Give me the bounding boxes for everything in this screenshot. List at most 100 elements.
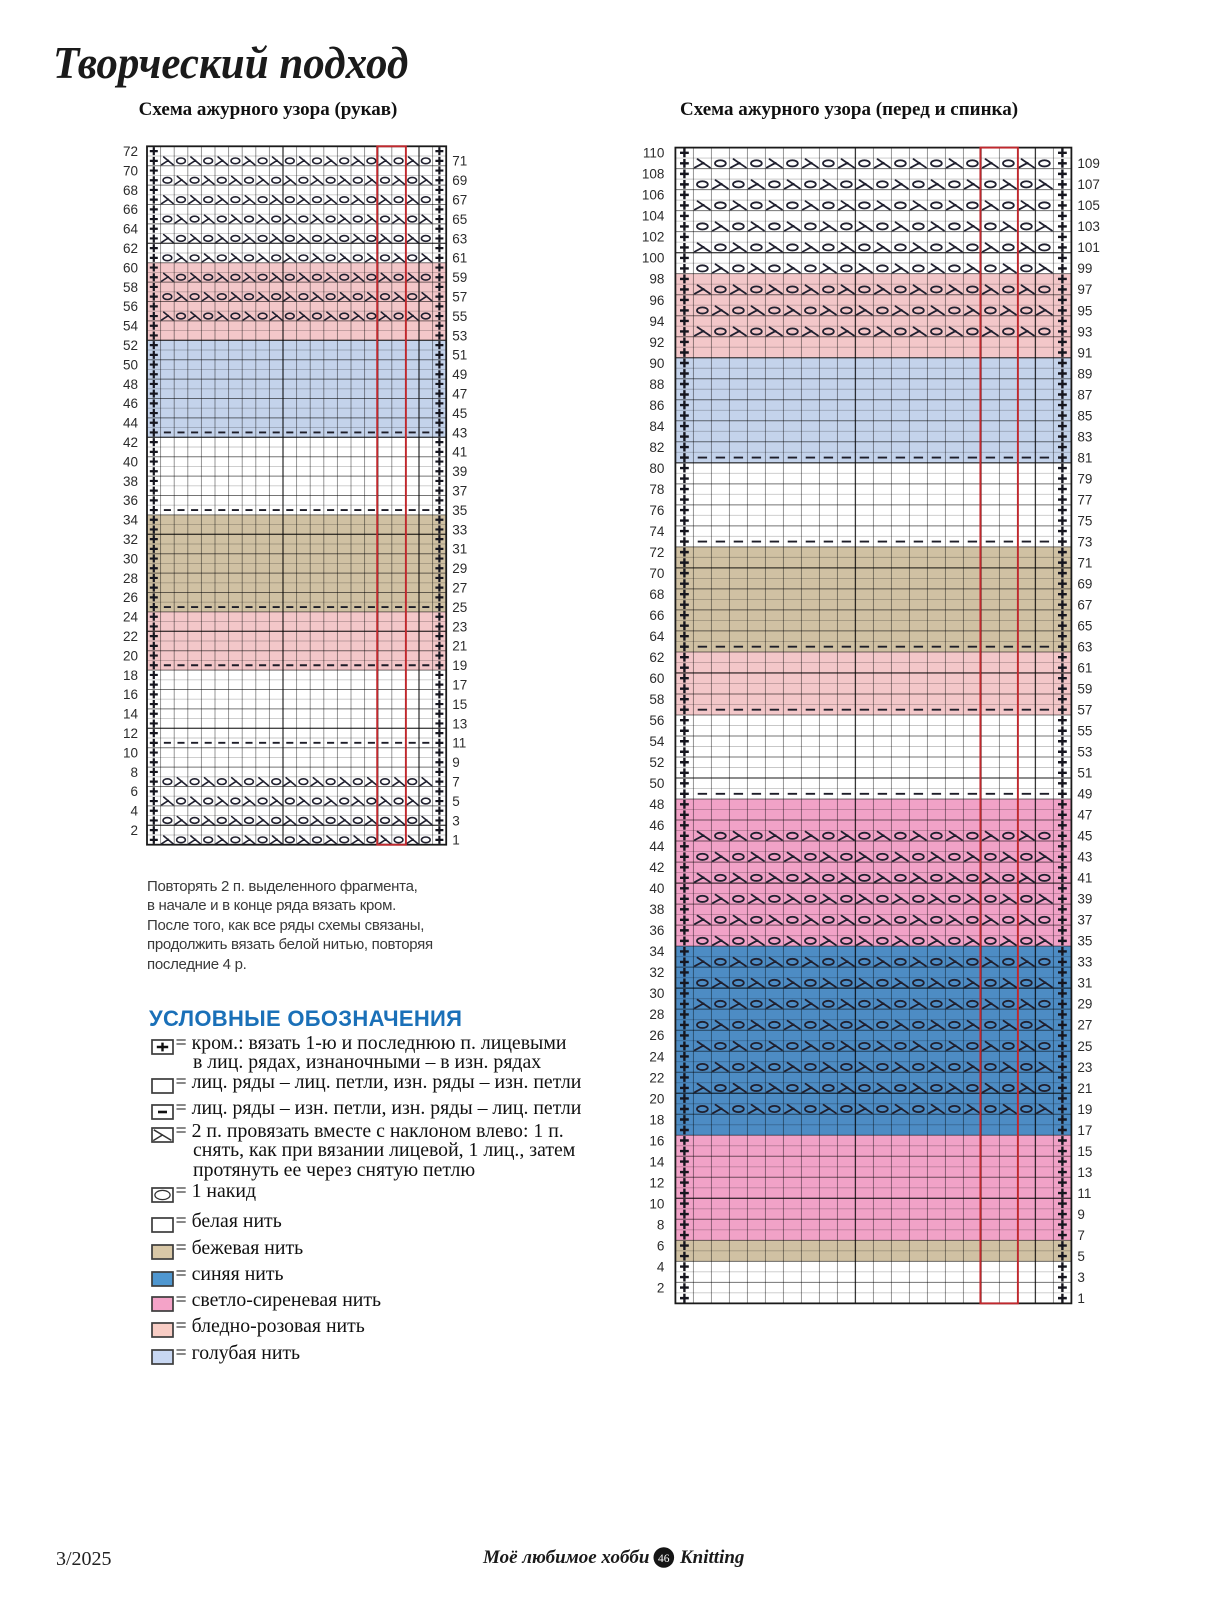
svg-text:70: 70 xyxy=(123,163,138,178)
svg-text:29: 29 xyxy=(452,561,467,576)
svg-text:60: 60 xyxy=(123,260,138,275)
svg-text:8: 8 xyxy=(130,765,138,780)
svg-text:59: 59 xyxy=(1077,682,1092,697)
svg-text:46: 46 xyxy=(658,1553,670,1565)
svg-text:65: 65 xyxy=(1077,618,1092,633)
svg-text:31: 31 xyxy=(1077,976,1092,991)
svg-text:22: 22 xyxy=(123,629,138,644)
svg-text:5: 5 xyxy=(452,794,460,809)
svg-text:13: 13 xyxy=(452,716,467,731)
svg-text:51: 51 xyxy=(1077,766,1092,781)
svg-text:50: 50 xyxy=(649,776,664,791)
svg-text:77: 77 xyxy=(1077,492,1092,507)
svg-text:36: 36 xyxy=(649,923,664,938)
svg-text:64: 64 xyxy=(123,222,139,237)
svg-text:101: 101 xyxy=(1077,240,1100,255)
svg-text:67: 67 xyxy=(452,192,467,207)
svg-text:21: 21 xyxy=(1077,1081,1092,1096)
svg-text:35: 35 xyxy=(1077,934,1092,949)
svg-text:47: 47 xyxy=(1077,808,1092,823)
svg-text:43: 43 xyxy=(452,425,467,440)
svg-text:97: 97 xyxy=(1077,282,1092,297)
svg-text:4: 4 xyxy=(657,1259,665,1274)
svg-text:21: 21 xyxy=(452,639,467,654)
svg-text:23: 23 xyxy=(1077,1060,1092,1075)
svg-text:36: 36 xyxy=(123,493,138,508)
svg-text:31: 31 xyxy=(452,542,467,557)
svg-text:45: 45 xyxy=(452,406,467,421)
svg-text:20: 20 xyxy=(649,1091,664,1106)
svg-text:2: 2 xyxy=(130,823,138,838)
svg-text:44: 44 xyxy=(123,416,139,431)
svg-text:22: 22 xyxy=(649,1070,664,1085)
svg-text:17: 17 xyxy=(1077,1123,1092,1138)
svg-text:34: 34 xyxy=(123,513,139,528)
svg-text:65: 65 xyxy=(452,212,467,227)
svg-text:54: 54 xyxy=(649,734,665,749)
svg-text:41: 41 xyxy=(452,445,467,460)
svg-text:23: 23 xyxy=(452,619,467,634)
svg-text:82: 82 xyxy=(649,440,664,455)
svg-text:98: 98 xyxy=(649,272,664,287)
svg-text:38: 38 xyxy=(123,474,138,489)
svg-text:37: 37 xyxy=(1077,913,1092,928)
svg-text:94: 94 xyxy=(649,314,665,329)
svg-text:107: 107 xyxy=(1077,177,1100,192)
svg-text:3: 3 xyxy=(452,813,460,828)
svg-text:52: 52 xyxy=(649,755,664,770)
svg-text:102: 102 xyxy=(642,230,665,245)
svg-text:7: 7 xyxy=(1077,1228,1085,1243)
svg-text:92: 92 xyxy=(649,335,664,350)
svg-text:44: 44 xyxy=(649,839,665,854)
svg-text:25: 25 xyxy=(1077,1039,1092,1054)
svg-text:75: 75 xyxy=(1077,513,1092,528)
svg-text:18: 18 xyxy=(123,668,138,683)
svg-text:76: 76 xyxy=(649,503,664,518)
svg-text:56: 56 xyxy=(649,713,664,728)
svg-text:64: 64 xyxy=(649,629,665,644)
svg-text:1: 1 xyxy=(1077,1291,1085,1306)
svg-text:72: 72 xyxy=(649,545,664,560)
svg-text:16: 16 xyxy=(649,1133,664,1148)
svg-text:62: 62 xyxy=(649,650,664,665)
svg-text:47: 47 xyxy=(452,386,467,401)
svg-text:10: 10 xyxy=(649,1196,664,1211)
svg-text:5: 5 xyxy=(1077,1249,1085,1264)
svg-text:33: 33 xyxy=(452,522,467,537)
svg-text:72: 72 xyxy=(123,144,138,159)
svg-text:46: 46 xyxy=(649,818,664,833)
svg-text:35: 35 xyxy=(452,503,467,518)
svg-text:2: 2 xyxy=(657,1280,665,1295)
svg-text:53: 53 xyxy=(1077,745,1092,760)
svg-text:29: 29 xyxy=(1077,997,1092,1012)
svg-text:27: 27 xyxy=(1077,1018,1092,1033)
svg-text:71: 71 xyxy=(452,154,467,169)
svg-text:79: 79 xyxy=(1077,471,1092,486)
svg-text:80: 80 xyxy=(649,461,664,476)
svg-text:14: 14 xyxy=(123,707,139,722)
svg-text:55: 55 xyxy=(1077,724,1092,739)
svg-text:41: 41 xyxy=(1077,871,1092,886)
svg-text:26: 26 xyxy=(123,590,138,605)
svg-text:8: 8 xyxy=(657,1217,665,1232)
svg-text:59: 59 xyxy=(452,270,467,285)
svg-text:24: 24 xyxy=(123,610,139,625)
svg-text:26: 26 xyxy=(649,1028,664,1043)
svg-text:99: 99 xyxy=(1077,261,1092,276)
svg-text:25: 25 xyxy=(452,600,467,615)
svg-text:103: 103 xyxy=(1077,219,1100,234)
svg-text:45: 45 xyxy=(1077,829,1092,844)
svg-text:61: 61 xyxy=(452,251,467,266)
svg-text:48: 48 xyxy=(123,377,138,392)
svg-text:106: 106 xyxy=(642,188,665,203)
svg-text:6: 6 xyxy=(130,784,138,799)
svg-text:58: 58 xyxy=(123,280,138,295)
svg-text:74: 74 xyxy=(649,524,665,539)
svg-text:46: 46 xyxy=(123,396,138,411)
svg-text:84: 84 xyxy=(649,419,665,434)
svg-text:32: 32 xyxy=(123,532,138,547)
svg-text:89: 89 xyxy=(1077,366,1092,381)
svg-text:68: 68 xyxy=(649,587,664,602)
svg-text:109: 109 xyxy=(1077,156,1100,171)
svg-text:50: 50 xyxy=(123,357,138,372)
